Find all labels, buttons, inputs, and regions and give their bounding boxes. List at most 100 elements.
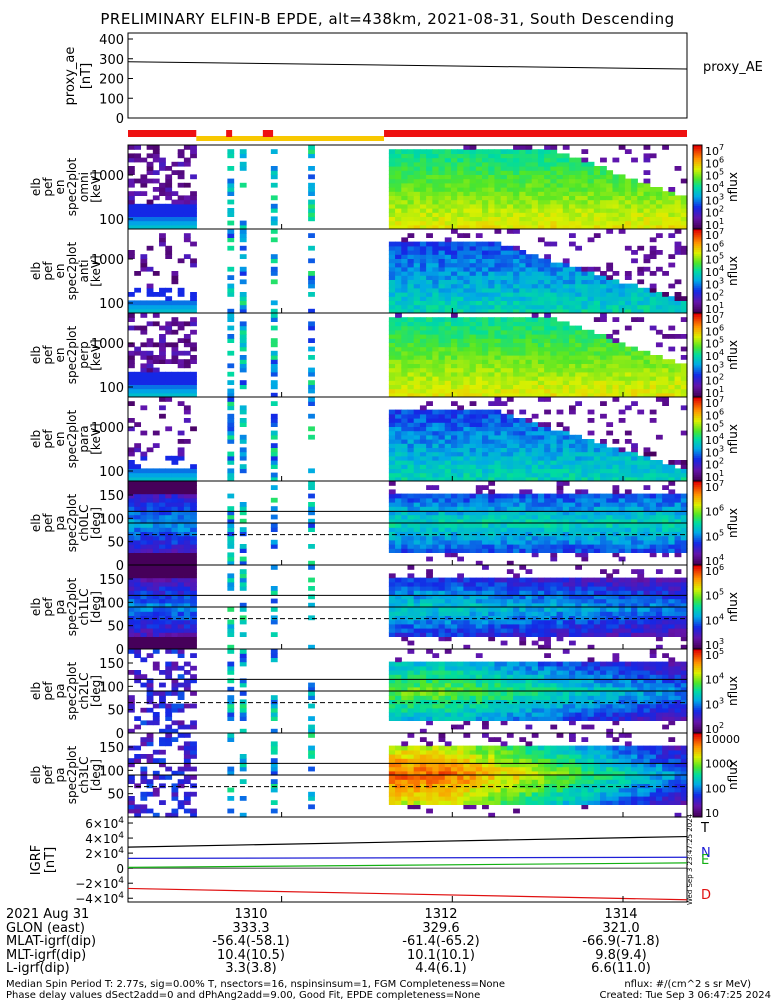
heatmap-cell bbox=[544, 279, 551, 284]
heatmap-cell bbox=[426, 250, 433, 255]
heatmap-cell bbox=[457, 515, 464, 520]
heatmap-cell bbox=[420, 531, 427, 536]
heatmap-cell bbox=[451, 338, 458, 343]
heatmap-cell bbox=[190, 389, 197, 394]
heatmap-cell bbox=[569, 494, 576, 499]
heatmap-cell bbox=[544, 431, 551, 436]
heatmap-cell bbox=[420, 288, 427, 293]
heatmap-cell bbox=[662, 494, 669, 499]
heatmap-cell bbox=[625, 195, 632, 200]
heatmap-cell bbox=[445, 527, 452, 532]
heatmap-cell bbox=[550, 548, 557, 553]
heatmap-cell bbox=[519, 515, 526, 520]
heatmap-cell bbox=[656, 494, 663, 499]
heatmap-cell bbox=[606, 174, 613, 179]
heatmap-cell bbox=[482, 326, 489, 331]
heatmap-cell bbox=[445, 342, 452, 347]
heatmap-cell bbox=[494, 191, 501, 196]
heatmap-cell bbox=[476, 452, 483, 457]
heatmap-cell bbox=[451, 410, 458, 415]
heatmap-cell bbox=[420, 418, 427, 423]
heatmap-cell bbox=[501, 363, 508, 368]
heatmap-cell bbox=[581, 389, 588, 394]
heatmap-cell bbox=[600, 313, 607, 318]
heatmap-cell bbox=[501, 334, 508, 339]
heatmap-cell bbox=[439, 296, 446, 301]
heatmap-cell bbox=[134, 300, 141, 305]
heatmap-cell bbox=[594, 464, 601, 469]
heatmap-cell bbox=[594, 498, 601, 503]
heatmap-cell bbox=[408, 376, 415, 381]
heatmap-cell bbox=[494, 422, 501, 427]
heatmap-cell bbox=[668, 200, 675, 205]
heatmap-cell bbox=[178, 515, 185, 520]
heatmap-cell bbox=[575, 300, 582, 305]
heatmap-cell bbox=[134, 636, 141, 641]
heatmap-cell bbox=[451, 384, 458, 389]
heatmap-cell bbox=[600, 216, 607, 221]
heatmap-cell bbox=[631, 384, 638, 389]
heatmap-cell bbox=[401, 414, 408, 419]
heatmap-cell bbox=[594, 305, 601, 310]
heatmap-cell bbox=[526, 221, 533, 226]
heatmap-cell bbox=[569, 468, 576, 473]
heatmap-cell bbox=[606, 498, 613, 503]
heatmap-cell bbox=[426, 258, 433, 263]
heatmap-cell bbox=[451, 531, 458, 536]
heatmap-cell bbox=[662, 527, 669, 532]
heatmap-cell bbox=[408, 330, 415, 335]
heatmap-cell bbox=[675, 376, 682, 381]
heatmap-cell bbox=[600, 384, 607, 389]
heatmap-cell bbox=[451, 498, 458, 503]
heatmap-cell bbox=[140, 191, 147, 196]
heatmap-cell bbox=[432, 284, 439, 289]
heatmap-cell bbox=[526, 452, 533, 457]
heatmap-cell bbox=[581, 456, 588, 461]
heatmap-cell bbox=[470, 452, 477, 457]
heatmap-cell bbox=[513, 191, 520, 196]
heatmap-cell bbox=[470, 376, 477, 381]
heatmap-cell bbox=[159, 548, 166, 553]
heatmap-cell bbox=[526, 439, 533, 444]
heatmap-cell bbox=[439, 473, 446, 478]
heatmap-cell bbox=[190, 552, 197, 557]
heatmap-cell bbox=[476, 233, 483, 238]
heatmap-cell bbox=[227, 233, 234, 238]
heatmap-cell bbox=[476, 431, 483, 436]
heatmap-cell bbox=[432, 158, 439, 163]
heatmap-cell bbox=[128, 313, 135, 318]
heatmap-cell bbox=[463, 334, 470, 339]
heatmap-cell bbox=[389, 275, 396, 280]
heatmap-cell bbox=[588, 460, 595, 465]
heatmap-cell bbox=[650, 359, 657, 364]
heatmap-cell bbox=[619, 229, 626, 234]
heatmap-cell bbox=[501, 359, 508, 364]
heatmap-cell bbox=[395, 200, 402, 205]
heatmap-cell bbox=[526, 447, 533, 452]
heatmap-cell bbox=[153, 557, 160, 562]
heatmap-cell bbox=[153, 586, 160, 591]
heatmap-cell bbox=[501, 195, 508, 200]
heatmap-cell bbox=[563, 523, 570, 528]
heatmap-cell bbox=[457, 380, 464, 385]
heatmap-cell bbox=[178, 473, 185, 478]
heatmap-cell bbox=[581, 300, 588, 305]
heatmap-cell bbox=[588, 527, 595, 532]
heatmap-cell bbox=[408, 456, 415, 461]
heatmap-cell bbox=[550, 557, 557, 562]
heatmap-cell bbox=[165, 641, 172, 646]
heatmap-cell bbox=[513, 195, 520, 200]
heatmap-cell bbox=[644, 380, 651, 385]
heatmap-cell bbox=[395, 149, 402, 154]
heatmap-cell bbox=[538, 372, 545, 377]
heatmap-cell bbox=[550, 460, 557, 465]
y-axis-label: [keV] bbox=[89, 171, 103, 202]
heatmap-cell bbox=[227, 456, 234, 461]
heatmap-cell bbox=[240, 166, 247, 171]
heatmap-cell bbox=[389, 338, 396, 343]
heatmap-cell bbox=[557, 363, 564, 368]
heatmap-cell bbox=[563, 443, 570, 448]
heatmap-cell bbox=[165, 515, 172, 520]
heatmap-cell bbox=[612, 447, 619, 452]
heatmap-cell bbox=[581, 338, 588, 343]
